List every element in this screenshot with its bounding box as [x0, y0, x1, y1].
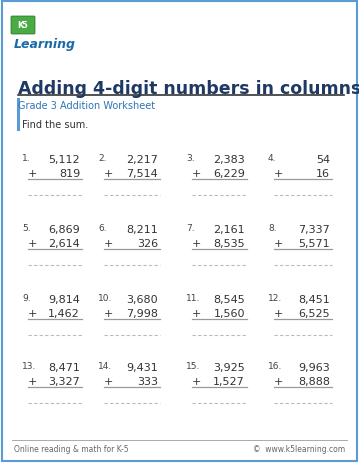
Text: Find the sum.: Find the sum. — [22, 120, 88, 130]
Text: 9,431: 9,431 — [126, 362, 158, 372]
Text: +: + — [192, 308, 201, 319]
Text: 1,560: 1,560 — [214, 308, 245, 319]
Text: +: + — [192, 376, 201, 386]
Text: 12.: 12. — [268, 294, 282, 302]
Text: K: K — [17, 21, 23, 31]
Text: 6,525: 6,525 — [298, 308, 330, 319]
Text: 4.: 4. — [268, 154, 276, 163]
Text: 9,814: 9,814 — [48, 294, 80, 304]
Text: ©  www.k5learning.com: © www.k5learning.com — [253, 444, 345, 453]
Text: +: + — [28, 169, 37, 179]
Text: 11.: 11. — [186, 294, 200, 302]
Text: Grade 3 Addition Worksheet: Grade 3 Addition Worksheet — [18, 101, 155, 111]
Text: +: + — [274, 376, 283, 386]
Text: +: + — [192, 169, 201, 179]
Text: 326: 326 — [137, 238, 158, 249]
Text: 1,527: 1,527 — [213, 376, 245, 386]
Text: +: + — [192, 238, 201, 249]
Text: 8.: 8. — [268, 224, 277, 232]
Text: 8,545: 8,545 — [213, 294, 245, 304]
Text: 7.: 7. — [186, 224, 195, 232]
Text: 8,888: 8,888 — [298, 376, 330, 386]
Text: 5,571: 5,571 — [298, 238, 330, 249]
Text: 5,112: 5,112 — [48, 155, 80, 165]
Text: 2.: 2. — [98, 154, 107, 163]
Text: 3,327: 3,327 — [48, 376, 80, 386]
Text: 819: 819 — [59, 169, 80, 179]
Text: 6,869: 6,869 — [48, 225, 80, 234]
Text: 5: 5 — [22, 21, 27, 31]
Text: 3,680: 3,680 — [126, 294, 158, 304]
Text: 2,614: 2,614 — [48, 238, 80, 249]
Text: 1,462: 1,462 — [48, 308, 80, 319]
Text: 16.: 16. — [268, 361, 283, 370]
Text: 1.: 1. — [22, 154, 31, 163]
Text: 14.: 14. — [98, 361, 112, 370]
Text: 6,229: 6,229 — [213, 169, 245, 179]
Text: 7,514: 7,514 — [126, 169, 158, 179]
Text: 333: 333 — [137, 376, 158, 386]
Text: 2,217: 2,217 — [126, 155, 158, 165]
Text: +: + — [274, 169, 283, 179]
Text: 16: 16 — [316, 169, 330, 179]
Text: +: + — [28, 376, 37, 386]
Text: 13.: 13. — [22, 361, 36, 370]
Text: 54: 54 — [316, 155, 330, 165]
Text: 3,925: 3,925 — [213, 362, 245, 372]
Text: 8,535: 8,535 — [213, 238, 245, 249]
Text: 2,161: 2,161 — [213, 225, 245, 234]
Text: 3.: 3. — [186, 154, 195, 163]
Text: 5.: 5. — [22, 224, 31, 232]
Text: 15.: 15. — [186, 361, 200, 370]
Text: +: + — [104, 308, 113, 319]
Text: 9,963: 9,963 — [298, 362, 330, 372]
Text: 7,998: 7,998 — [126, 308, 158, 319]
Text: +: + — [28, 238, 37, 249]
FancyBboxPatch shape — [11, 17, 35, 35]
Text: 8,211: 8,211 — [126, 225, 158, 234]
Text: 8,471: 8,471 — [48, 362, 80, 372]
Text: +: + — [104, 169, 113, 179]
Text: 6.: 6. — [98, 224, 107, 232]
Text: 7,337: 7,337 — [298, 225, 330, 234]
Text: Learning: Learning — [14, 38, 76, 51]
Text: +: + — [274, 238, 283, 249]
Text: Online reading & math for K-5: Online reading & math for K-5 — [14, 444, 129, 453]
Text: +: + — [104, 376, 113, 386]
Text: +: + — [104, 238, 113, 249]
Text: +: + — [28, 308, 37, 319]
Text: +: + — [274, 308, 283, 319]
Text: 2,383: 2,383 — [213, 155, 245, 165]
Text: 9.: 9. — [22, 294, 31, 302]
Text: 8,451: 8,451 — [298, 294, 330, 304]
Text: 10.: 10. — [98, 294, 112, 302]
Text: Adding 4-digit numbers in columns: Adding 4-digit numbers in columns — [18, 80, 359, 98]
